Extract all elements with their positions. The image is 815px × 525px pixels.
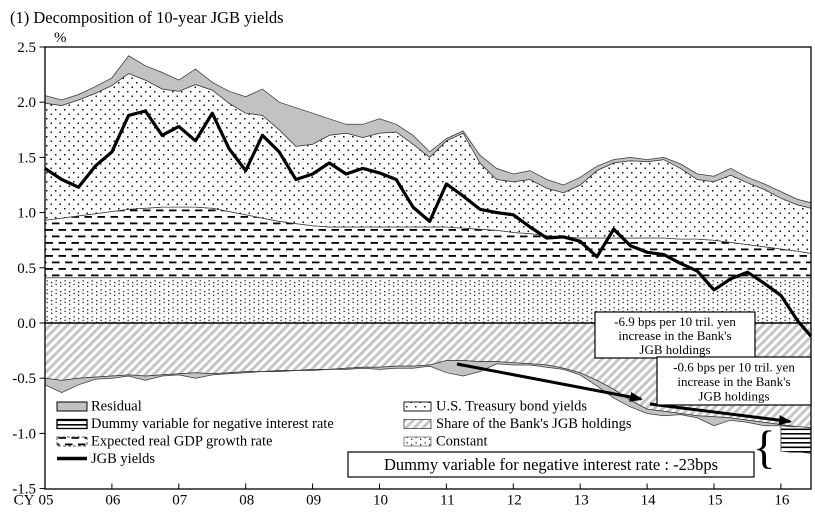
jgb-yields-line [44, 109, 813, 338]
y-tick-label: 2.5 [17, 40, 36, 56]
constant-swatch [403, 436, 432, 447]
legend-label-constant: Constant [436, 434, 488, 450]
y-tick-label: 0.5 [17, 261, 36, 277]
brace-glyph: { [753, 422, 776, 474]
annotation-box-06bps-line3: JGB holdings [698, 389, 769, 404]
y-tick-label: 2.0 [17, 95, 36, 111]
x-tick-label: 05 [39, 493, 54, 509]
boj-share-swatch [403, 419, 432, 429]
annotation-box-06bps: -0.6 bps per 10 tril. yen increase in th… [656, 356, 812, 406]
x-tick-label: 14 [641, 493, 657, 509]
x-tick-label: 06 [105, 493, 121, 509]
legend-label-residual: Residual [91, 399, 142, 415]
legend-item-residual: Residual [56, 399, 142, 415]
x-tick-label: 11 [440, 493, 454, 509]
residual-swatch [56, 401, 88, 412]
plot-line [44, 109, 813, 338]
gdp-growth-swatch [56, 436, 88, 447]
annotation-box-69bps: -6.9 bps per 10 tril. yen increase in th… [594, 311, 756, 359]
legend-item-jgb-yields: JGB yields [57, 451, 155, 467]
annotation-box-06bps-line1: -0.6 bps per 10 tril. yen [673, 360, 795, 375]
us-treasury-swatch [403, 401, 432, 412]
annotation-box-06bps-line2: increase in the Bank's [677, 374, 790, 389]
x-tick-label: 16 [774, 493, 790, 509]
legend-label-us-treasury: U.S. Treasury bond yields [436, 399, 587, 415]
y-tick-label: -1.5 [12, 482, 36, 498]
y-axis-unit-label: % [54, 30, 67, 46]
y-tick-label: 0.0 [17, 316, 36, 332]
legend-item-us-treasury: U.S. Treasury bond yields [403, 399, 587, 415]
legend-item-gdp-growth: Expected real GDP growth rate [56, 434, 272, 450]
legend-label-dummy-variable: Dummy variable for negative interest rat… [91, 416, 334, 432]
legend-item-constant: Constant [403, 434, 488, 450]
annotation-box-69bps-frame [594, 311, 756, 359]
x-tick-label: 10 [373, 493, 388, 509]
dummy-negative-rate-area [780, 425, 812, 454]
legend-label-jgb-yields: JGB yields [91, 451, 155, 467]
annotation-box-69bps-line3: JGB holdings [639, 342, 710, 357]
dummy-variable-swatch [56, 418, 88, 430]
x-axis-prefix-label: CY [14, 493, 35, 509]
legend-item-dummy-variable: Dummy variable for negative interest rat… [56, 416, 334, 432]
x-tick-label: 08 [239, 493, 254, 509]
y-tick-label: 1.5 [17, 150, 36, 166]
y-tick-label: 1.0 [17, 206, 36, 222]
annotation-box-69bps-line1: -6.9 bps per 10 tril. yen [614, 314, 736, 329]
x-tick-label: 15 [708, 493, 723, 509]
legend-label-gdp-growth: Expected real GDP growth rate [91, 434, 272, 450]
dummy-note-frame [347, 451, 755, 478]
y-tick-label: -1.0 [12, 426, 36, 442]
x-tick-label: 09 [306, 493, 321, 509]
x-tick-label: 07 [172, 493, 188, 509]
chart-title: (1) Decomposition of 10-year JGB yields [10, 8, 284, 27]
dummy-note-box: Dummy variable for negative interest rat… [347, 451, 755, 478]
annotation-arrows [456, 362, 792, 426]
x-tick-label: 13 [574, 493, 589, 509]
x-tick-label: 12 [507, 493, 522, 509]
legend-item-boj-share: Share of the Bank's JGB holdings [403, 416, 632, 432]
legend-label-boj-share: Share of the Bank's JGB holdings [436, 416, 632, 432]
steep-slope-arrow [456, 362, 643, 402]
shallow-slope-arrow [649, 402, 792, 426]
annotation-box-69bps-line2: increase in the Bank's [618, 328, 731, 343]
y-tick-label: -0.5 [12, 371, 36, 387]
dummy-note-text: Dummy variable for negative interest rat… [384, 455, 718, 474]
legend: Residual Dummy variable for negative int… [56, 399, 632, 467]
annotation-box-06bps-frame [656, 356, 812, 406]
